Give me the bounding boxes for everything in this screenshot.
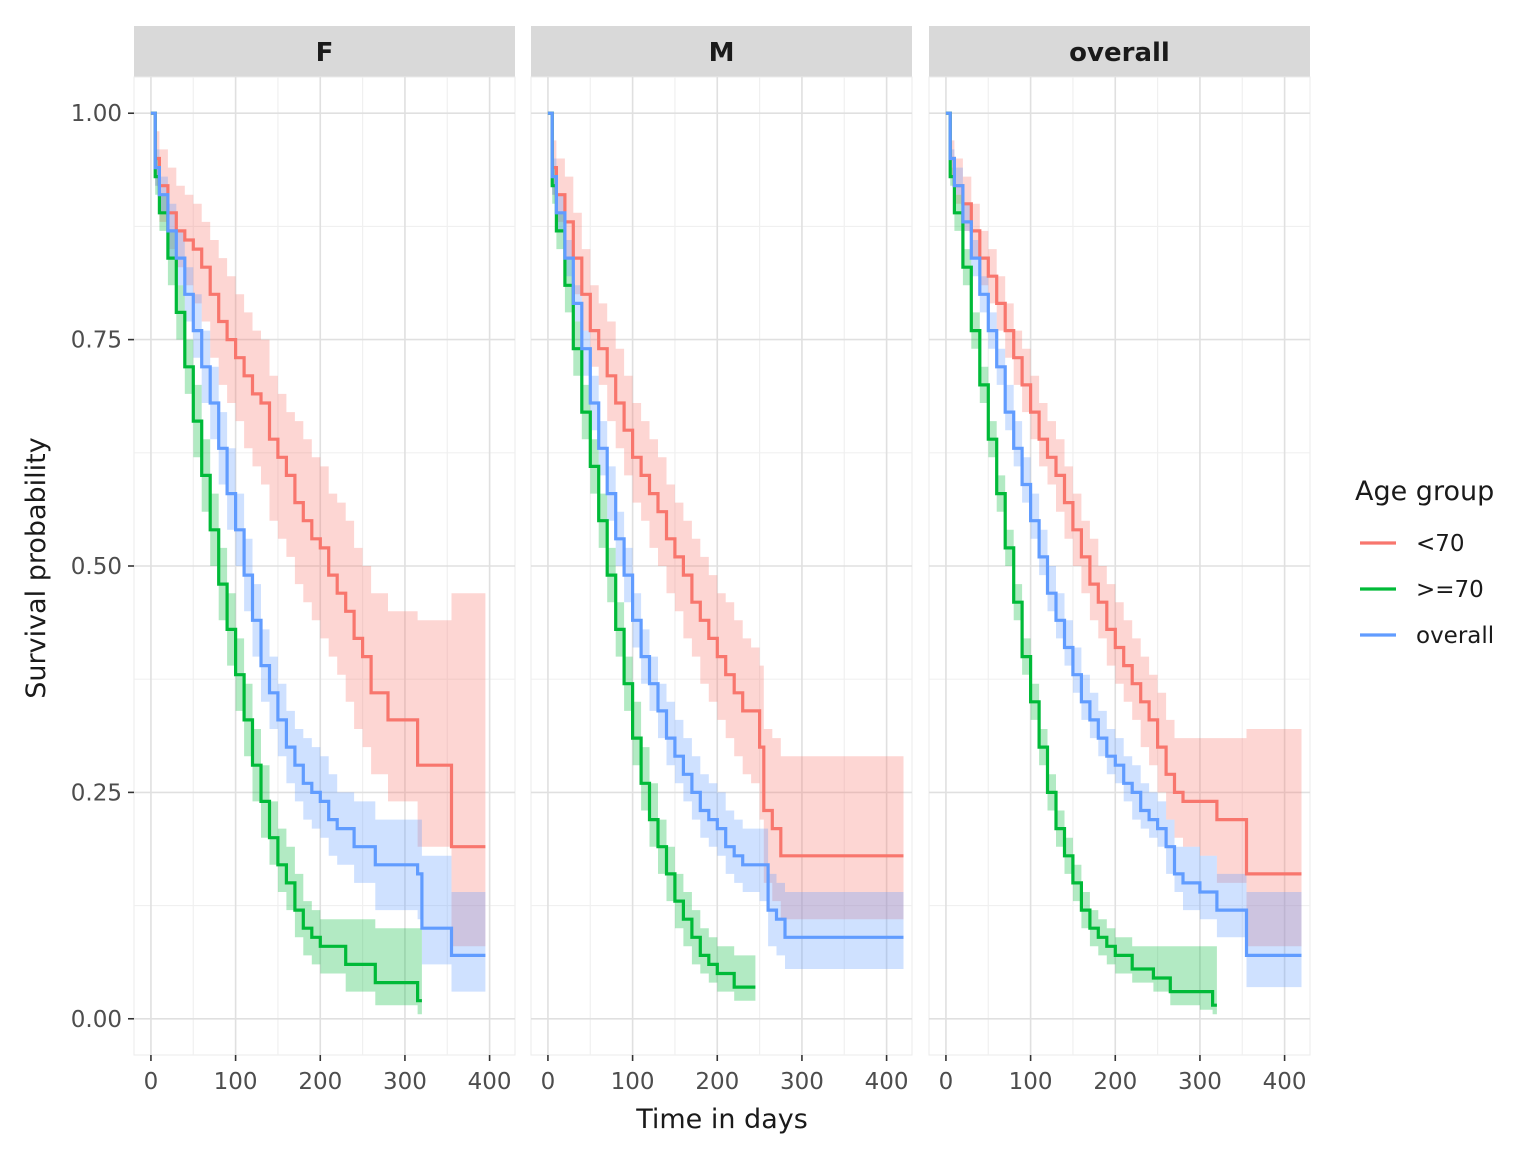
facet-panels: F 0 100 200 300 400 M 0 100 200 300 400 overall 0 100 2…	[133, 26, 1311, 1095]
x-tick-label: 300	[383, 1069, 427, 1095]
confidence-band-overall	[547, 113, 904, 969]
facet-panel-overall: overall 0 100 200 300 400	[928, 26, 1311, 1095]
survival-curve-70	[150, 111, 422, 1003]
y-tick-label: 0.25	[71, 780, 122, 806]
legend-title: Age group	[1355, 476, 1494, 507]
x-tick-label: 100	[214, 1069, 258, 1095]
x-tick-label: 400	[1263, 1069, 1307, 1095]
confidence-band-70	[547, 113, 904, 920]
x-tick-label: 300	[1178, 1069, 1222, 1095]
confidence-band-70	[547, 113, 756, 1001]
x-tick-label: 0	[144, 1069, 159, 1095]
y-tick-label: 0.50	[71, 554, 122, 580]
y-tick-label: 0.75	[71, 328, 122, 354]
survival-curve-overall	[150, 111, 486, 957]
facet-strip-label: F	[316, 38, 334, 68]
facet-panel-M: M 0 100 200 300 400	[530, 26, 913, 1095]
survival-curve-70	[945, 111, 1302, 876]
x-tick-label: 400	[865, 1069, 909, 1095]
x-tick-label: 200	[1093, 1069, 1137, 1095]
confidence-band-70	[945, 113, 1302, 947]
facet-strip-label: overall	[1069, 38, 1170, 68]
x-tick-label: 400	[468, 1069, 512, 1095]
legend: Age group <70 >=70 overall	[1355, 476, 1494, 649]
y-tick-label: 1.00	[71, 101, 122, 127]
x-tick-label: 0	[939, 1069, 954, 1095]
facet-strip	[134, 26, 515, 77]
legend-label: overall	[1416, 623, 1494, 649]
survival-curve-overall	[945, 111, 1302, 957]
facet-panel-F: F 0 100 200 300 400	[133, 26, 516, 1095]
survival-curve-70	[945, 111, 1217, 1007]
y-axis-title: Survival probability	[21, 437, 52, 699]
facet-strip-label: M	[709, 38, 735, 68]
x-axis-title: Time in days	[635, 1104, 808, 1135]
facet-strip	[929, 26, 1310, 77]
survival-curve-overall	[547, 111, 904, 939]
legend-label: <70	[1416, 531, 1465, 557]
survival-curve-70	[150, 111, 486, 849]
survival-curve-70	[547, 111, 904, 858]
x-tick-label: 200	[695, 1069, 739, 1095]
x-tick-label: 0	[541, 1069, 556, 1095]
facet-strip	[531, 26, 912, 77]
y-axis-ticks: 0.00 0.25 0.50 0.75 1.00	[71, 101, 134, 1033]
x-tick-label: 100	[611, 1069, 655, 1095]
x-tick-label: 300	[780, 1069, 824, 1095]
confidence-band-overall	[945, 113, 1302, 988]
x-tick-label: 200	[298, 1069, 342, 1095]
confidence-band-70	[150, 113, 486, 947]
x-tick-label: 100	[1009, 1069, 1053, 1095]
confidence-band-overall	[150, 113, 486, 992]
survival-curve-70	[547, 111, 756, 989]
confidence-band-70	[150, 113, 422, 1015]
legend-label: >=70	[1416, 577, 1484, 603]
y-tick-label: 0.00	[71, 1007, 122, 1033]
